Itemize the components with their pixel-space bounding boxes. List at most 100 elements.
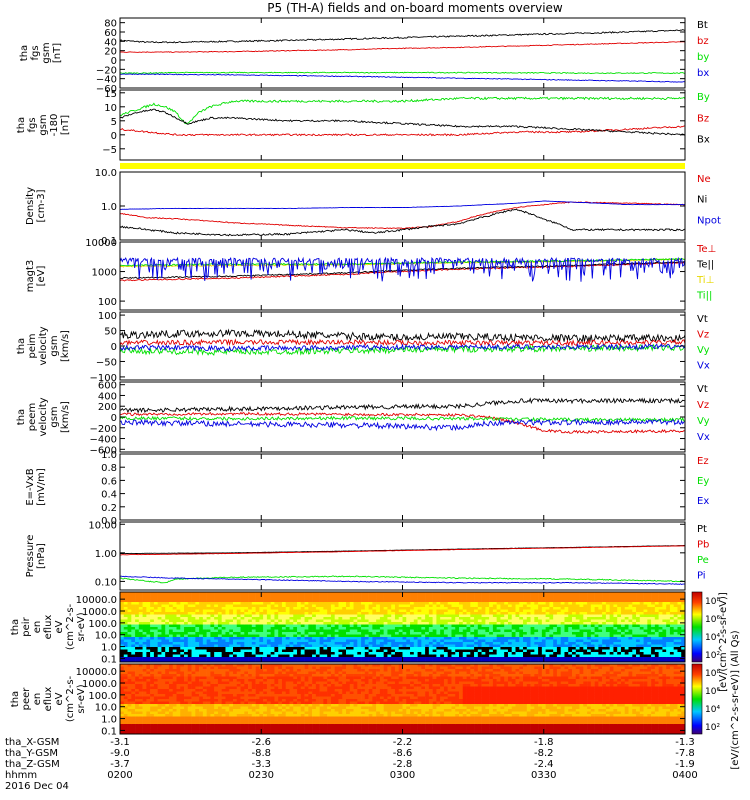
spectrogram-cell [304, 609, 309, 613]
spectrogram-cell [138, 709, 143, 712]
y-axis-label: en [32, 621, 43, 634]
spectrogram-cell [579, 619, 584, 623]
spectrogram-cell [353, 604, 358, 608]
spectrogram-cell [263, 642, 268, 645]
spectrogram-cell [440, 597, 445, 600]
spectrogram-cell [206, 627, 211, 630]
spectrogram-cell [214, 599, 219, 603]
spectrogram-cell [146, 642, 151, 645]
spectrogram-cell [425, 652, 430, 655]
spectrogram-cell [206, 607, 211, 610]
spectrogram-cell [428, 642, 433, 645]
spectrogram-cell [651, 594, 656, 598]
spectrogram-cell [308, 624, 313, 628]
spectrogram-cell [515, 614, 520, 618]
spectrogram-cell [281, 652, 287, 655]
spectrogram-cell [278, 629, 283, 633]
spectrogram-cell [598, 627, 603, 630]
spectrogram-cell [425, 632, 430, 635]
spectrogram-cell [394, 654, 400, 658]
spectrogram-cell [598, 629, 603, 633]
spectrogram-cell [470, 644, 475, 648]
spectrogram-cell [526, 617, 531, 620]
spectrogram-cell [161, 629, 166, 633]
spectrogram-cell [281, 592, 287, 595]
legend-entry: Vx [697, 432, 710, 443]
spectrogram-cell [579, 644, 584, 648]
spectrogram-cell [647, 649, 652, 653]
spectrogram-cell [466, 627, 471, 630]
spectrogram-cell [180, 632, 185, 635]
spectrogram-cell [346, 657, 351, 660]
spectrogram-cell [221, 637, 226, 640]
spectrogram-cell [492, 624, 497, 628]
spectrogram-cell [587, 594, 592, 598]
spectrogram-cell [251, 659, 256, 663]
spectrogram-cell [225, 639, 230, 643]
spectrogram-cell [127, 719, 132, 722]
spectrogram-cell [394, 657, 400, 660]
spectrogram-cell [394, 617, 400, 620]
spectrogram-cell [259, 644, 264, 648]
spectrogram-cell [281, 614, 287, 618]
spectrogram-cell [308, 597, 313, 600]
spectrogram-cell [199, 639, 204, 643]
spectrogram-cell [153, 647, 158, 650]
spectrogram-cell [477, 617, 482, 620]
spectrogram-cell [255, 619, 260, 623]
spectrogram-cell [304, 622, 309, 625]
spectrogram-cell [323, 612, 328, 615]
spectrogram-cell [281, 617, 287, 620]
spectrogram-cell [605, 619, 610, 623]
spectrogram-cell [391, 652, 396, 655]
spectrogram-cell [297, 622, 302, 625]
spectrogram-cell [210, 619, 215, 623]
spectrogram-cell [274, 637, 279, 640]
spectrogram-cell [523, 649, 528, 653]
spectrogram-cell [658, 617, 663, 620]
spectrogram-cell [278, 649, 283, 653]
spectrogram-cell [496, 642, 501, 645]
spectrogram-cell [138, 599, 143, 603]
spectrogram-cell [217, 654, 222, 658]
spectrogram-cell [410, 614, 415, 618]
spectrogram-cell [229, 629, 234, 633]
spectrogram-cell [138, 634, 143, 638]
spectrogram-cell [172, 657, 177, 660]
spectrogram-cell [534, 607, 539, 610]
spectrogram-cell [459, 624, 464, 628]
spectrogram-cell [225, 627, 230, 630]
spectrogram-cell [526, 614, 531, 618]
spectrogram-cell [613, 604, 618, 608]
spectrogram-cell [168, 642, 174, 645]
spectrogram-cell [451, 659, 456, 663]
spectrogram-cell [248, 597, 253, 600]
spectrogram-cell [187, 627, 192, 630]
spectrogram-cell [579, 659, 584, 663]
spectrogram-cell [161, 612, 166, 615]
spectrogram-cell [266, 619, 271, 623]
spectrogram-cell [541, 627, 546, 630]
spectrogram-cell [440, 642, 445, 645]
spectrogram-cell [598, 594, 603, 598]
spectrogram-cell [191, 614, 196, 618]
spectrogram-cell [425, 629, 430, 633]
spectrogram-cell [651, 617, 656, 620]
legend-entry: Bx [697, 135, 710, 146]
spectrogram-cell [357, 619, 362, 623]
spectrogram-cell [436, 602, 441, 605]
spectrogram-cell [312, 637, 317, 640]
spectrogram-cell [229, 599, 234, 603]
spectrogram-cell [131, 642, 136, 645]
spectrogram-cell [639, 622, 644, 625]
spectrogram-cell [361, 654, 366, 658]
spectrogram-cell [579, 592, 584, 595]
spectrogram-cell [334, 634, 339, 638]
spectrogram-cell [289, 597, 294, 600]
spectrogram-cell [334, 614, 339, 618]
spectrogram-cell [609, 619, 614, 623]
spectrogram-cell [651, 614, 656, 618]
spectrogram-cell [297, 647, 302, 650]
y-tick-label: 20 [104, 47, 117, 58]
spectrogram-cell [319, 632, 324, 635]
